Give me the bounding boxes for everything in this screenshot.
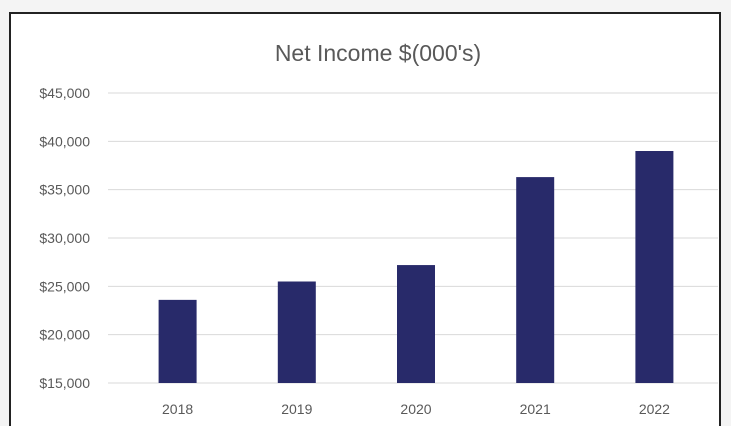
x-tick-label-2021: 2021 (520, 401, 551, 417)
y-tick-label: $40,000 (39, 133, 90, 149)
net-income-bar-chart: Net Income $(000's) $15,000 $20,000 $25,00… (39, 40, 718, 417)
bar-2018 (158, 299, 197, 383)
y-tick-label: $30,000 (39, 230, 90, 246)
bar-2020 (397, 265, 435, 383)
x-tick-label-2018: 2018 (162, 401, 193, 417)
x-tick-label-2022: 2022 (639, 401, 670, 417)
chart-frame: Net Income $(000's) $15,000 $20,000 $25,00… (9, 12, 721, 426)
y-axis-ticks: $15,000 $20,000 $25,000 $30,000 $35,000 $40,0… (39, 85, 90, 391)
bar-2021 (516, 177, 555, 383)
y-tick-label: $25,000 (39, 278, 90, 294)
x-tick-label-2020: 2020 (400, 401, 431, 417)
y-tick-label: $45,000 (39, 85, 90, 101)
x-axis-ticks: 2018 2019 2020 2021 2022 (162, 401, 670, 417)
bars (158, 151, 674, 383)
y-tick-label: $35,000 (39, 182, 90, 198)
y-tick-label: $15,000 (39, 375, 90, 391)
bar-2022 (635, 151, 674, 383)
x-tick-label-2019: 2019 (281, 401, 312, 417)
bar-2019 (277, 281, 316, 383)
chart-title: Net Income $(000's) (275, 40, 481, 66)
y-tick-label: $20,000 (39, 327, 90, 343)
